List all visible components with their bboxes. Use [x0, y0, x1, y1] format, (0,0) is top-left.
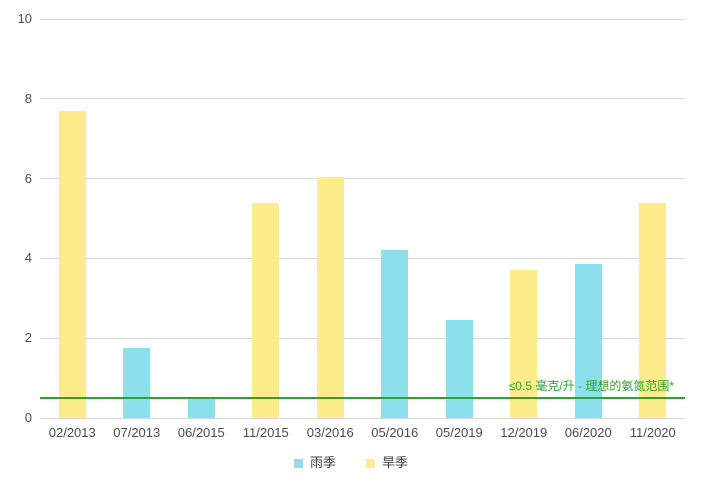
dry-season-label: 旱季: [382, 455, 409, 470]
gridline: [40, 178, 685, 180]
bar-03-2016[interactable]: [316, 176, 344, 418]
x-axis-label: 06/2020: [564, 425, 612, 440]
bar-05-2016[interactable]: [381, 250, 409, 418]
x-axis-label: 05/2019: [435, 425, 483, 440]
dry-season-swatch-icon: [366, 458, 375, 468]
gridline: [40, 417, 685, 419]
bar-12-2019[interactable]: [510, 270, 538, 418]
gridline: [40, 18, 685, 20]
legend-item-dry-season[interactable]: 旱季: [366, 455, 408, 471]
bar-02-2013[interactable]: [58, 110, 86, 418]
x-axis-label: 05/2016: [371, 425, 419, 440]
gridline: [40, 257, 685, 259]
bar-07-2013[interactable]: [123, 348, 151, 418]
bar-11-2020[interactable]: [639, 202, 667, 418]
y-axis-tick-label: 10: [17, 11, 32, 26]
rainy-season-label: 雨季: [309, 455, 336, 470]
rainy-season-swatch-icon: [293, 458, 303, 468]
x-axis-label: 06/2015: [177, 425, 225, 440]
y-axis-tick-label: 4: [24, 250, 32, 266]
x-axis-label: 02/2013: [48, 425, 96, 440]
y-axis-tick-label: 0: [24, 410, 32, 425]
bar-05-2019[interactable]: [445, 320, 473, 418]
gridline: [40, 337, 685, 339]
x-axis-label: 11/2020: [629, 425, 676, 440]
bar-11-2015[interactable]: [252, 202, 280, 418]
y-axis-tick-label: 2: [24, 330, 32, 346]
legend-item-rainy-season[interactable]: 雨季: [293, 455, 336, 471]
y-axis-tick-label: 8: [24, 90, 32, 106]
x-axis-label: 11/2015: [242, 425, 289, 440]
bar-06-2020[interactable]: [574, 264, 602, 418]
x-axis-label: 12/2019: [500, 425, 548, 440]
y-axis-tick-label: 6: [24, 170, 32, 186]
bar-06-2015[interactable]: [187, 398, 215, 418]
threshold-line: [40, 397, 685, 400]
threshold-annotation: ≤0.5 毫克/升 - 理想的氨氮范围*: [508, 379, 674, 393]
x-axis-label: 07/2013: [113, 425, 161, 440]
legend: 雨季 旱季: [0, 455, 702, 471]
x-axis-label: 03/2016: [306, 425, 354, 440]
gridline: [40, 98, 685, 100]
